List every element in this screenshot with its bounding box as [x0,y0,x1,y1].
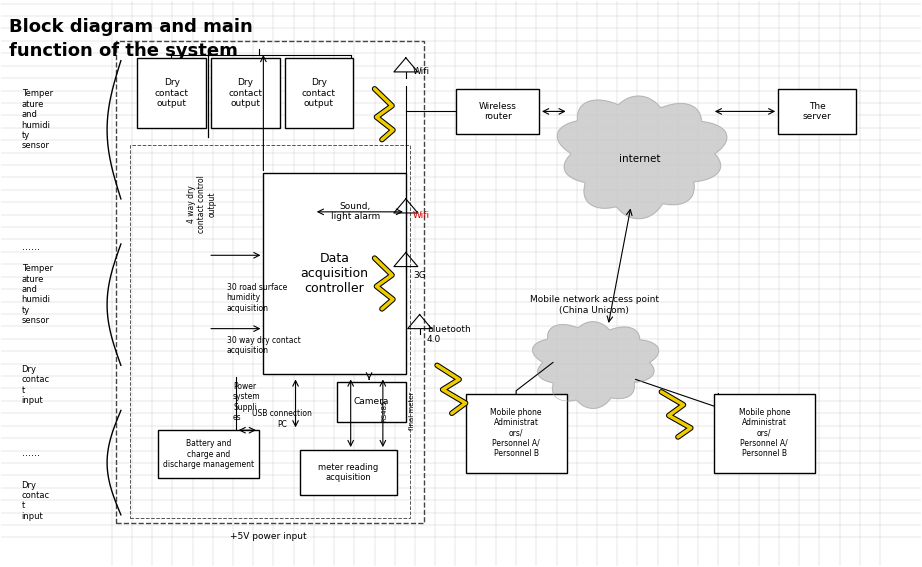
Bar [158,430,259,478]
Text: final meter: final meter [409,391,415,430]
Bar [313,191,396,232]
Bar [264,174,406,374]
Text: USB connection
PC: USB connection PC [252,409,312,429]
Polygon shape [533,321,658,408]
Bar [456,89,539,134]
Text: meter reading
acquisition: meter reading acquisition [318,463,379,482]
Bar [285,58,353,128]
Text: bluetooth
4.0: bluetooth 4.0 [427,324,471,344]
Bar [116,41,424,523]
Text: Dry
contact
output: Dry contact output [229,78,263,108]
Text: The
server: The server [803,101,832,121]
Text: 30 road surface
humidity
acquisition: 30 road surface humidity acquisition [227,283,287,312]
Bar [466,393,567,472]
Text: +5V power input: +5V power input [230,532,306,541]
Text: Mobile network access point
(China Unicom): Mobile network access point (China Unico… [530,295,659,315]
Text: Wireless
router: Wireless router [479,101,516,121]
Text: Sound,
light alarm: Sound, light alarm [331,202,380,221]
Text: Wifi: Wifi [413,67,431,77]
Text: Block diagram and main
function of the system: Block diagram and main function of the s… [8,18,253,60]
Polygon shape [557,96,727,219]
Bar [714,393,815,472]
Text: ......: ...... [21,448,40,458]
Bar [211,58,280,128]
Text: 4 way dry
contact control
output: 4 way dry contact control output [187,176,217,234]
Bar [778,89,857,134]
Text: 3G: 3G [413,270,426,280]
Bar [137,58,207,128]
Text: Dry
contac
t
input: Dry contac t input [21,365,50,405]
Text: Camera: Camera [354,397,389,407]
Bar [301,450,396,495]
Text: Power
system
Suppli
es: Power system Suppli es [233,382,261,422]
Text: Battery and
charge and
discharge management: Battery and charge and discharge managem… [162,439,254,469]
Bar [337,382,406,422]
Text: Dry
contact
output: Dry contact output [302,78,336,108]
Text: Temper
ature
and
humidi
ty
sensor: Temper ature and humidi ty sensor [21,264,53,325]
Bar [130,145,410,518]
Text: Mobile phone
Administrat
ors/
Personnel A/
Personnel B: Mobile phone Administrat ors/ Personnel … [739,408,790,458]
Text: Dry
contac
t
input: Dry contac t input [21,481,50,521]
Text: Mobile phone
Administrat
ors/
Personnel A/
Personnel B: Mobile phone Administrat ors/ Personnel … [491,408,542,458]
Text: ......: ...... [21,242,40,252]
Text: RS485: RS485 [382,399,388,422]
Text: Data
acquisition
controller: Data acquisition controller [301,252,369,295]
Text: Temper
ature
and
humidi
ty
sensor: Temper ature and humidi ty sensor [21,90,53,150]
Text: Dry
contact
output: Dry contact output [155,78,189,108]
Text: Wifi: Wifi [413,211,431,221]
Text: 30 way dry contact
acquisition: 30 way dry contact acquisition [227,336,301,356]
Text: internet: internet [620,154,661,164]
